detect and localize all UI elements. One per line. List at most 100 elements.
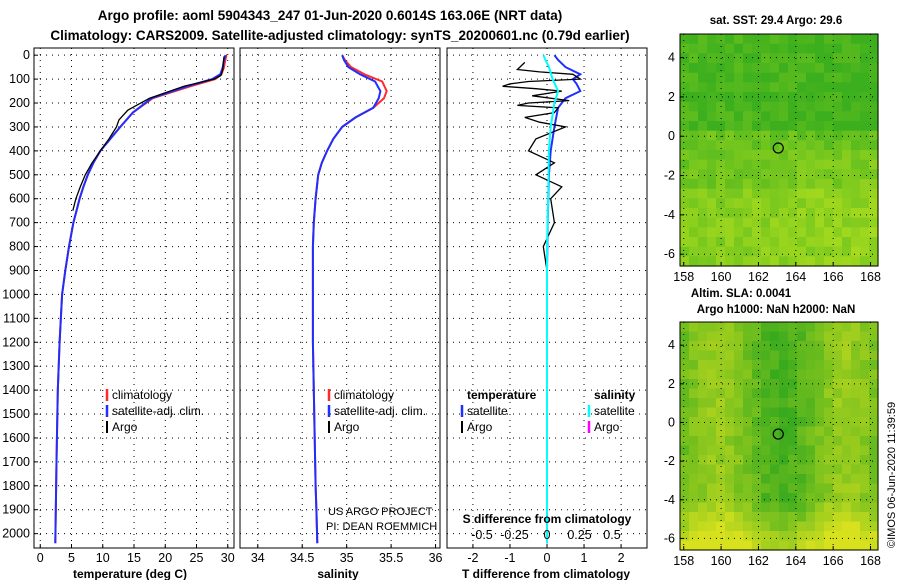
map-cell xyxy=(824,360,834,371)
map-cell xyxy=(842,417,852,428)
map-cell xyxy=(725,256,735,267)
map-cell xyxy=(734,188,744,199)
map-cell xyxy=(869,237,879,248)
map-cell xyxy=(743,521,753,532)
map-cell xyxy=(869,82,879,93)
map-cell xyxy=(761,159,771,170)
map-cell xyxy=(743,360,753,371)
depth-tick-label: 500 xyxy=(9,168,30,182)
map-cell xyxy=(752,445,762,456)
map-cell xyxy=(680,474,690,485)
map-cell xyxy=(797,92,807,103)
map-cell xyxy=(860,398,870,409)
map-cell xyxy=(734,360,744,371)
map-cell xyxy=(851,398,861,409)
map-cell xyxy=(833,256,843,267)
map-cell xyxy=(842,483,852,494)
map-cell xyxy=(752,426,762,437)
map-cell xyxy=(806,407,816,418)
map-cell xyxy=(743,398,753,409)
map-cell xyxy=(680,82,690,93)
map-cell xyxy=(725,92,735,103)
map-cell xyxy=(779,140,789,151)
map-cell xyxy=(734,237,744,248)
map-cell xyxy=(707,388,717,399)
map-cell xyxy=(680,322,690,333)
map-cell xyxy=(815,63,825,74)
map-cell xyxy=(797,341,807,352)
map-cell xyxy=(797,150,807,161)
map-cell xyxy=(833,502,843,513)
map-cell xyxy=(743,445,753,456)
map-cell xyxy=(815,455,825,466)
map-cell xyxy=(797,111,807,122)
map-cell xyxy=(725,72,735,83)
map-cell xyxy=(824,455,834,466)
map-cell xyxy=(860,140,870,151)
map-cell xyxy=(860,426,870,437)
map-cell xyxy=(815,92,825,103)
map-cell xyxy=(725,101,735,112)
map-cell xyxy=(770,34,780,45)
map-cell xyxy=(734,531,744,542)
map-cell xyxy=(707,246,717,257)
map-cell xyxy=(698,521,708,532)
map-cell xyxy=(797,464,807,475)
map-cell xyxy=(689,360,699,371)
map-cell xyxy=(869,92,879,103)
map-cell xyxy=(797,159,807,170)
map-cell xyxy=(833,208,843,219)
map-cell xyxy=(716,369,726,380)
map-cell xyxy=(824,150,834,161)
salinity-panel: 34 34.5 35 35.5 36 salinity climatology sate… xyxy=(239,47,443,580)
map-cell xyxy=(815,350,825,361)
map-cell xyxy=(824,531,834,542)
map-cell xyxy=(788,34,798,45)
map-cell xyxy=(698,331,708,342)
map-cell xyxy=(806,179,816,190)
map-cell xyxy=(770,227,780,238)
map-cell xyxy=(779,208,789,219)
map-cell xyxy=(860,101,870,112)
map-cell xyxy=(770,246,780,257)
map-cell xyxy=(851,464,861,475)
map-cell xyxy=(752,531,762,542)
map-cell xyxy=(743,502,753,513)
map-cell xyxy=(698,483,708,494)
map-cell xyxy=(860,521,870,532)
map-cell xyxy=(806,369,816,380)
map-cell xyxy=(797,493,807,504)
map-cell xyxy=(761,237,771,248)
map-cell xyxy=(842,63,852,74)
map-cell xyxy=(860,350,870,361)
map-cell xyxy=(734,512,744,523)
map-cell xyxy=(806,436,816,447)
s-difference-label: S difference from climatology xyxy=(463,512,632,526)
map-cell xyxy=(761,169,771,180)
map-cell xyxy=(707,159,717,170)
map-cell xyxy=(698,43,708,54)
map-cell xyxy=(689,398,699,409)
map-cell xyxy=(680,63,690,74)
map-cell xyxy=(833,179,843,190)
map-cell xyxy=(680,464,690,475)
map-cell xyxy=(770,540,780,551)
map-cell xyxy=(716,159,726,170)
map-cell xyxy=(779,188,789,199)
map-cell xyxy=(716,464,726,475)
map-cell xyxy=(860,208,870,219)
map-cell xyxy=(860,43,870,54)
map-cell xyxy=(743,379,753,390)
map-cell xyxy=(770,237,780,248)
map-cell xyxy=(824,130,834,141)
map-cell xyxy=(833,464,843,475)
map-cell xyxy=(806,350,816,361)
map-cell xyxy=(689,322,699,333)
map-cell xyxy=(788,101,798,112)
map-cell xyxy=(716,531,726,542)
map-cell xyxy=(842,341,852,352)
map-cell xyxy=(824,246,834,257)
map-cell xyxy=(842,379,852,390)
map-cell xyxy=(851,121,861,132)
map-cell xyxy=(797,121,807,132)
